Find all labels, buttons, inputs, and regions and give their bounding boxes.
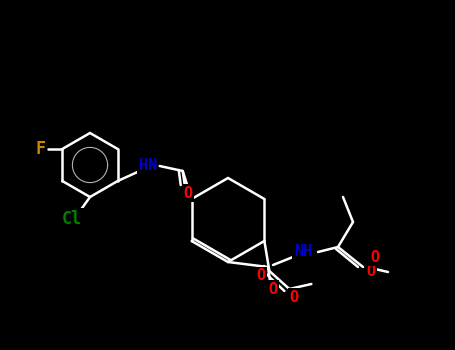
Text: O: O [257, 268, 266, 284]
Text: HN: HN [139, 159, 157, 174]
Text: O: O [268, 281, 278, 296]
Text: O: O [370, 250, 379, 265]
Text: F: F [35, 140, 46, 158]
Text: O: O [366, 265, 375, 280]
Text: O: O [290, 289, 299, 304]
Text: O: O [183, 186, 192, 201]
Text: NH: NH [294, 245, 312, 259]
Text: Cl: Cl [62, 210, 82, 228]
